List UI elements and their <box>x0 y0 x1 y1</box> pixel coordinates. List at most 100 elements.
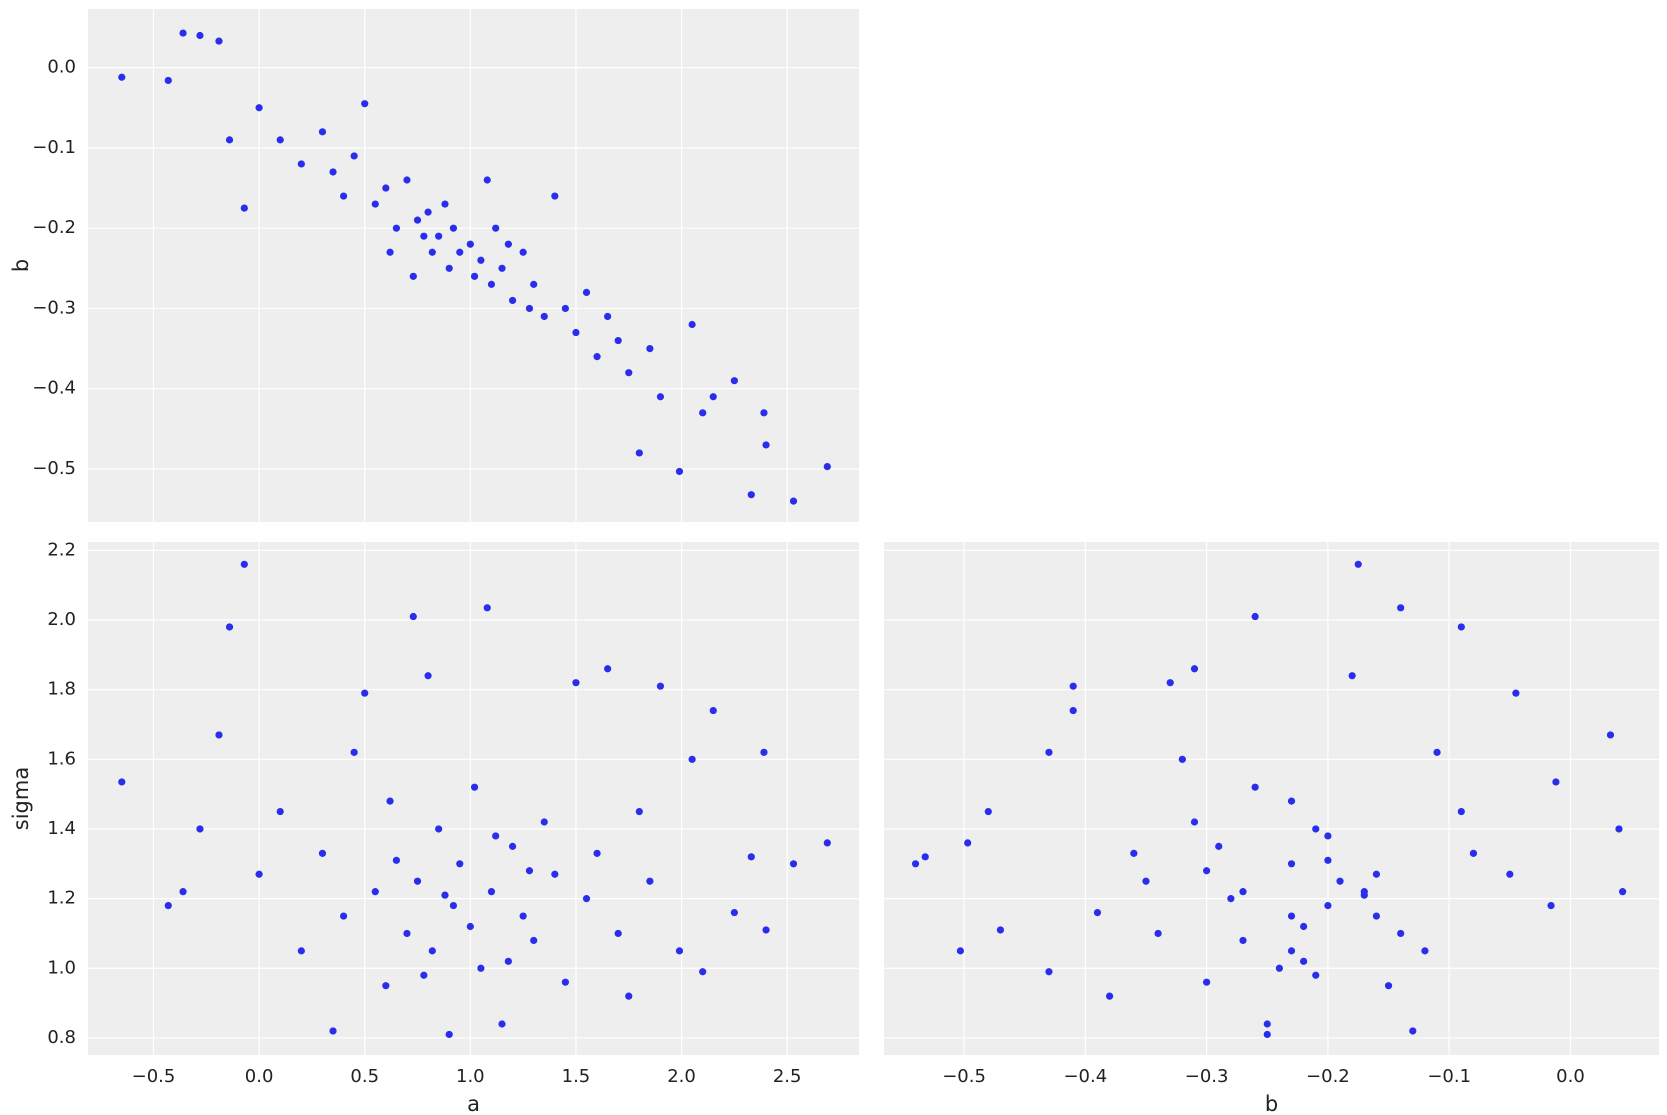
point <box>470 783 479 791</box>
point <box>441 891 449 899</box>
point <box>413 216 422 224</box>
point <box>1336 877 1344 885</box>
point <box>572 328 580 337</box>
y-tick-label: 0.8 <box>47 1027 76 1048</box>
point <box>428 947 436 955</box>
x-axis-label: a <box>467 1092 480 1115</box>
point <box>392 856 400 864</box>
point <box>1190 818 1199 826</box>
point <box>508 296 517 305</box>
point <box>1457 807 1465 816</box>
point <box>582 895 591 903</box>
point <box>435 825 443 833</box>
point <box>118 778 126 786</box>
point <box>361 100 369 108</box>
point <box>1190 665 1199 673</box>
point <box>1324 832 1332 840</box>
point <box>688 320 696 329</box>
point <box>1069 682 1077 690</box>
point <box>1069 706 1077 715</box>
point <box>540 312 548 321</box>
x-tick-label: 1.0 <box>456 1066 485 1087</box>
point <box>413 877 422 885</box>
point <box>688 755 696 763</box>
point <box>730 908 738 917</box>
point <box>530 280 538 288</box>
x-tick-label: 2.5 <box>773 1066 802 1087</box>
point <box>382 184 390 192</box>
point <box>225 623 234 631</box>
point <box>196 825 204 833</box>
point <box>625 992 633 1000</box>
point <box>392 224 400 232</box>
y-axis-label: sigma <box>9 767 33 830</box>
point <box>420 232 428 240</box>
point <box>498 264 506 272</box>
x-tick-label: 0.5 <box>350 1066 379 1087</box>
point <box>225 136 234 144</box>
y-tick-label: −0.1 <box>32 137 76 158</box>
point <box>164 901 172 910</box>
point <box>339 912 348 920</box>
point <box>747 491 755 499</box>
point <box>466 240 474 248</box>
point <box>1552 778 1560 786</box>
point <box>276 136 284 144</box>
point <box>582 288 591 296</box>
point <box>196 31 204 40</box>
point <box>709 393 717 401</box>
y-tick-label: 1.4 <box>47 818 76 839</box>
point <box>504 240 512 248</box>
point <box>492 832 500 840</box>
point <box>470 272 479 280</box>
point <box>625 369 633 377</box>
point <box>350 748 358 756</box>
point <box>449 901 458 910</box>
point <box>1384 982 1393 990</box>
point <box>498 1020 506 1028</box>
point <box>593 849 601 857</box>
point <box>504 957 512 965</box>
point <box>675 467 684 476</box>
point <box>179 888 187 896</box>
point <box>823 463 831 471</box>
y-tick-label: −0.4 <box>32 378 76 399</box>
point <box>215 37 223 45</box>
point <box>747 853 755 861</box>
point <box>179 29 187 37</box>
point <box>466 922 474 931</box>
point <box>1354 560 1362 568</box>
point <box>1372 912 1381 920</box>
point <box>762 926 770 934</box>
point <box>1142 877 1150 885</box>
point <box>1506 870 1514 878</box>
x-tick-label: −0.1 <box>1427 1066 1471 1087</box>
point <box>361 689 369 697</box>
point <box>1130 849 1138 857</box>
point <box>420 971 428 979</box>
point <box>1409 1027 1417 1035</box>
point <box>1312 971 1320 979</box>
point <box>1239 888 1247 896</box>
y-tick-label: −0.3 <box>32 297 76 318</box>
point <box>1397 604 1405 612</box>
point <box>656 393 665 401</box>
point <box>1615 825 1623 833</box>
point <box>483 176 491 184</box>
plot-background <box>88 9 859 522</box>
point <box>164 76 172 85</box>
x-tick-label: 2.0 <box>667 1066 696 1087</box>
point <box>1275 964 1283 972</box>
point <box>996 926 1005 934</box>
point <box>709 706 717 715</box>
point <box>255 104 263 112</box>
point <box>540 818 548 826</box>
plot-background <box>884 542 1659 1055</box>
point <box>1251 783 1259 791</box>
point <box>1287 912 1296 920</box>
point <box>1166 679 1174 687</box>
point <box>386 797 394 805</box>
point <box>1324 901 1332 910</box>
point <box>1287 860 1296 868</box>
point <box>525 867 534 875</box>
